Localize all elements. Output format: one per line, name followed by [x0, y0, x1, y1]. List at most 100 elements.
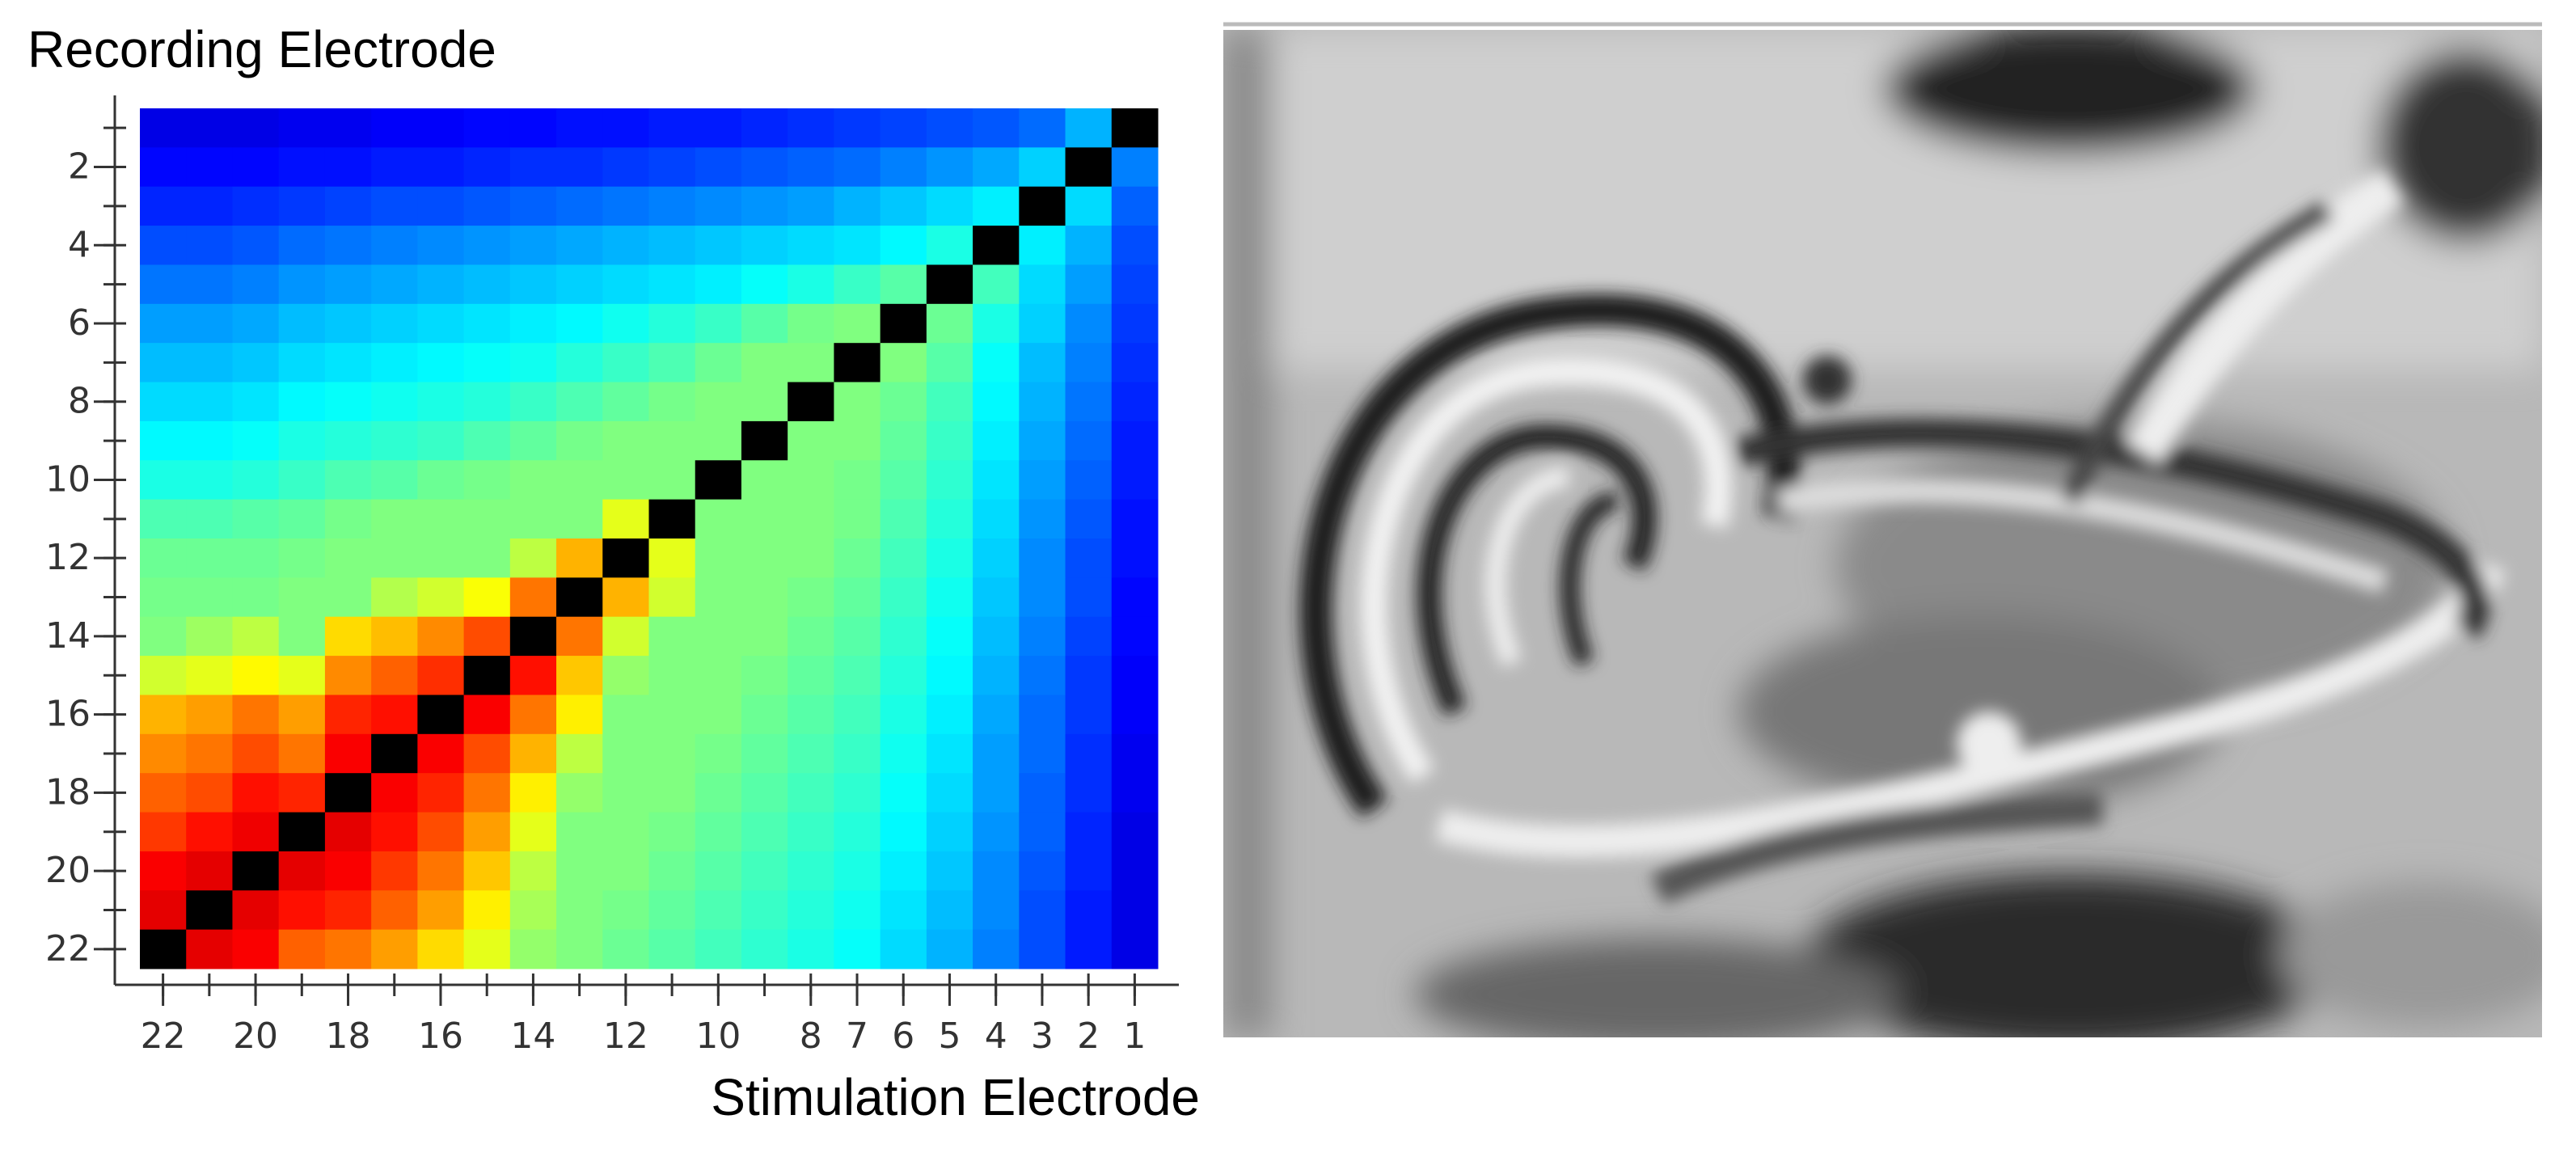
heat-cell [371, 812, 418, 852]
heat-cell [788, 929, 834, 969]
heat-cell [556, 538, 603, 578]
heat-cell [741, 851, 788, 891]
heat-cell [278, 890, 326, 931]
heat-cell [788, 851, 834, 891]
heat-cell [556, 460, 603, 500]
heat-cell [741, 264, 788, 305]
heat-cell [695, 420, 742, 461]
heat-cell [371, 186, 418, 226]
heat-cell [1065, 303, 1113, 344]
heat-cell [371, 577, 418, 618]
heat-cell [324, 108, 372, 148]
heat-cell [602, 460, 649, 500]
empty-cell [1019, 186, 1066, 226]
heat-cell [278, 616, 326, 657]
heat-cell [324, 695, 372, 735]
empty-cell [1065, 147, 1113, 188]
heat-cell [140, 303, 187, 344]
heat-cell [695, 147, 742, 188]
heat-cell [556, 343, 603, 383]
empty-cell [602, 538, 649, 578]
heat-cell [973, 538, 1020, 578]
heat-cell [232, 382, 280, 422]
heat-cell [186, 186, 233, 226]
heat-cell [1065, 108, 1113, 148]
heat-cell [509, 186, 557, 226]
heat-cell [1111, 460, 1159, 500]
heatmap [140, 108, 1159, 969]
heat-cell [973, 695, 1020, 735]
heat-cell [186, 733, 233, 774]
heat-cell [1065, 538, 1113, 578]
heat-cell [834, 382, 881, 422]
heat-cell [880, 382, 927, 422]
heat-cell [417, 499, 465, 539]
heat-cell [834, 812, 881, 852]
heat-cell [834, 264, 881, 305]
heat-cell [463, 812, 511, 852]
heat-cell [324, 577, 372, 618]
heat-cell [509, 851, 557, 891]
heat-cell [463, 343, 511, 383]
heat-cell [556, 929, 603, 969]
y-tick-label: 12 [45, 537, 91, 578]
y-tick-label: 4 [68, 224, 91, 265]
heat-cell [140, 460, 187, 500]
heat-cell [509, 303, 557, 344]
heat-cell [880, 890, 927, 931]
heat-cell [880, 538, 927, 578]
heat-cell [880, 108, 927, 148]
heat-cell [509, 343, 557, 383]
heat-cell [602, 577, 649, 618]
heat-cell [278, 147, 326, 188]
heat-cell [463, 733, 511, 774]
heat-cell [788, 460, 834, 500]
heat-cell [1019, 695, 1066, 735]
heat-cell [509, 538, 557, 578]
heat-cell [1065, 812, 1113, 852]
heat-cell [788, 343, 834, 383]
heat-cell [232, 343, 280, 383]
heat-cell [278, 577, 326, 618]
heat-cell [417, 577, 465, 618]
heat-cell [926, 460, 973, 500]
heat-cell [834, 851, 881, 891]
y-tick-label: 2 [68, 146, 91, 188]
y-tick-label: 16 [45, 694, 91, 735]
empty-cell [324, 773, 372, 813]
heat-cell [648, 420, 696, 461]
heat-cell [741, 577, 788, 618]
heat-cell [648, 382, 696, 422]
heat-cell [463, 420, 511, 461]
heat-cell [741, 303, 788, 344]
heat-cell [695, 616, 742, 657]
heat-cell [926, 695, 973, 735]
heat-cell [278, 303, 326, 344]
heat-cell [371, 108, 418, 148]
empty-cell [648, 499, 696, 539]
heat-cell [509, 733, 557, 774]
heat-cell [880, 812, 927, 852]
heat-cell [880, 695, 927, 735]
heat-cell [417, 538, 465, 578]
heat-cell [417, 303, 465, 344]
heat-cell [648, 656, 696, 695]
heat-cell [695, 186, 742, 226]
heat-cell [880, 656, 927, 695]
heat-cell [1111, 226, 1159, 265]
heat-cell [602, 929, 649, 969]
heat-cell [417, 773, 465, 813]
heat-cell [232, 695, 280, 735]
heat-cell [695, 499, 742, 539]
heat-cell [880, 733, 927, 774]
heat-cell [140, 420, 187, 461]
heat-cell [1019, 382, 1066, 422]
heat-cell [324, 147, 372, 188]
heat-cell [509, 656, 557, 695]
heat-cell [834, 186, 881, 226]
heat-cell [278, 733, 326, 774]
heat-cell [371, 420, 418, 461]
heat-cell [232, 226, 280, 265]
heat-cell [232, 890, 280, 931]
heat-cell [324, 851, 372, 891]
